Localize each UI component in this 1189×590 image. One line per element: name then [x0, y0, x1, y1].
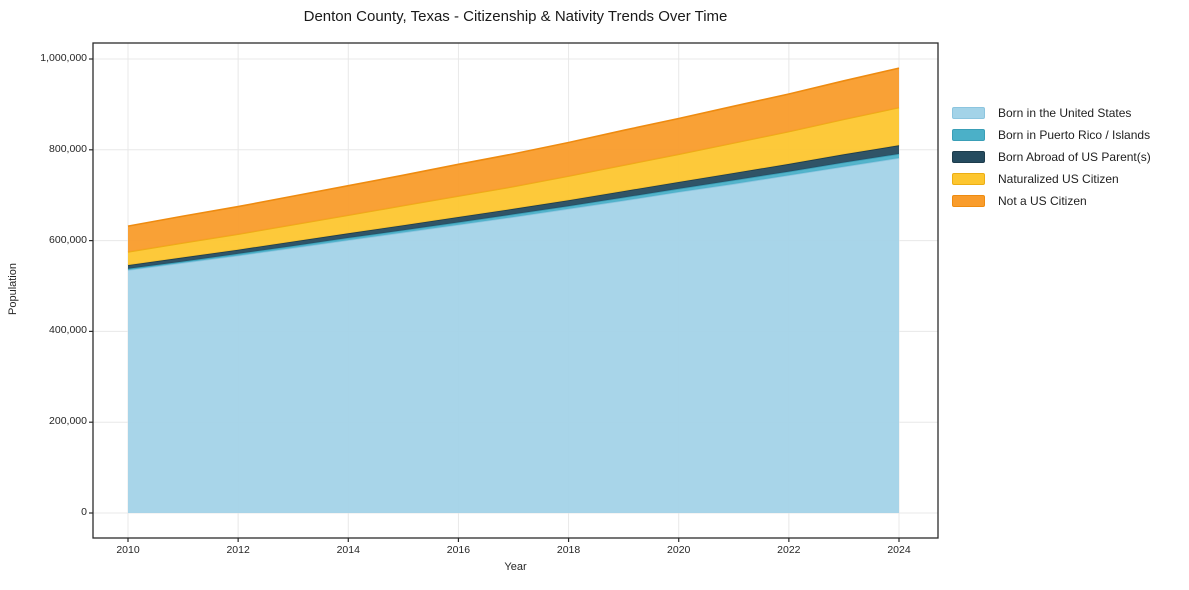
legend-label: Born in the United States	[998, 106, 1132, 120]
legend-label: Not a US Citizen	[998, 194, 1087, 208]
area-series-4	[128, 68, 899, 252]
y-tick-label: 1,000,000	[40, 52, 87, 64]
legend-item-1: Born in Puerto Rico / Islands	[952, 124, 1151, 146]
x-tick-label: 2010	[116, 544, 140, 556]
x-tick-label: 2016	[446, 544, 471, 556]
legend-label: Naturalized US Citizen	[998, 172, 1119, 186]
x-axis-label: Year	[504, 561, 527, 573]
legend-swatch-icon	[952, 107, 985, 119]
x-tick-label: 2022	[777, 544, 801, 556]
legend-swatch-icon	[952, 151, 985, 163]
x-tick-label: 2024	[887, 544, 911, 556]
x-tick-label: 2020	[667, 544, 691, 556]
y-tick-label: 200,000	[49, 415, 87, 428]
legend-item-3: Naturalized US Citizen	[952, 168, 1151, 190]
x-tick-label: 2018	[556, 544, 581, 556]
area-series-0	[128, 158, 899, 513]
y-tick-label: 600,000	[49, 233, 87, 246]
legend-item-0: Born in the United States	[952, 102, 1151, 124]
y-tick-label: 0	[81, 506, 87, 518]
x-tick-label: 2012	[226, 544, 250, 556]
x-tick-label: 2014	[336, 544, 360, 556]
y-tick-label: 400,000	[49, 324, 87, 337]
y-tick-label: 800,000	[49, 142, 87, 155]
area-series-3	[128, 107, 899, 266]
legend-item-2: Born Abroad of US Parent(s)	[952, 146, 1151, 168]
legend-label: Born Abroad of US Parent(s)	[998, 150, 1151, 164]
legend-swatch-icon	[952, 129, 985, 141]
legend-label: Born in Puerto Rico / Islands	[998, 128, 1151, 142]
chart-title: Denton County, Texas - Citizenship & Nat…	[303, 8, 728, 25]
legend-swatch-icon	[952, 195, 985, 207]
legend-item-4: Not a US Citizen	[952, 190, 1151, 212]
area-edge-4	[127, 67, 900, 227]
y-axis-label: Population	[7, 263, 19, 315]
plot-frame	[92, 42, 939, 539]
legend-swatch-icon	[952, 173, 985, 185]
legend: Born in the United States Born in Puerto …	[952, 102, 1151, 212]
